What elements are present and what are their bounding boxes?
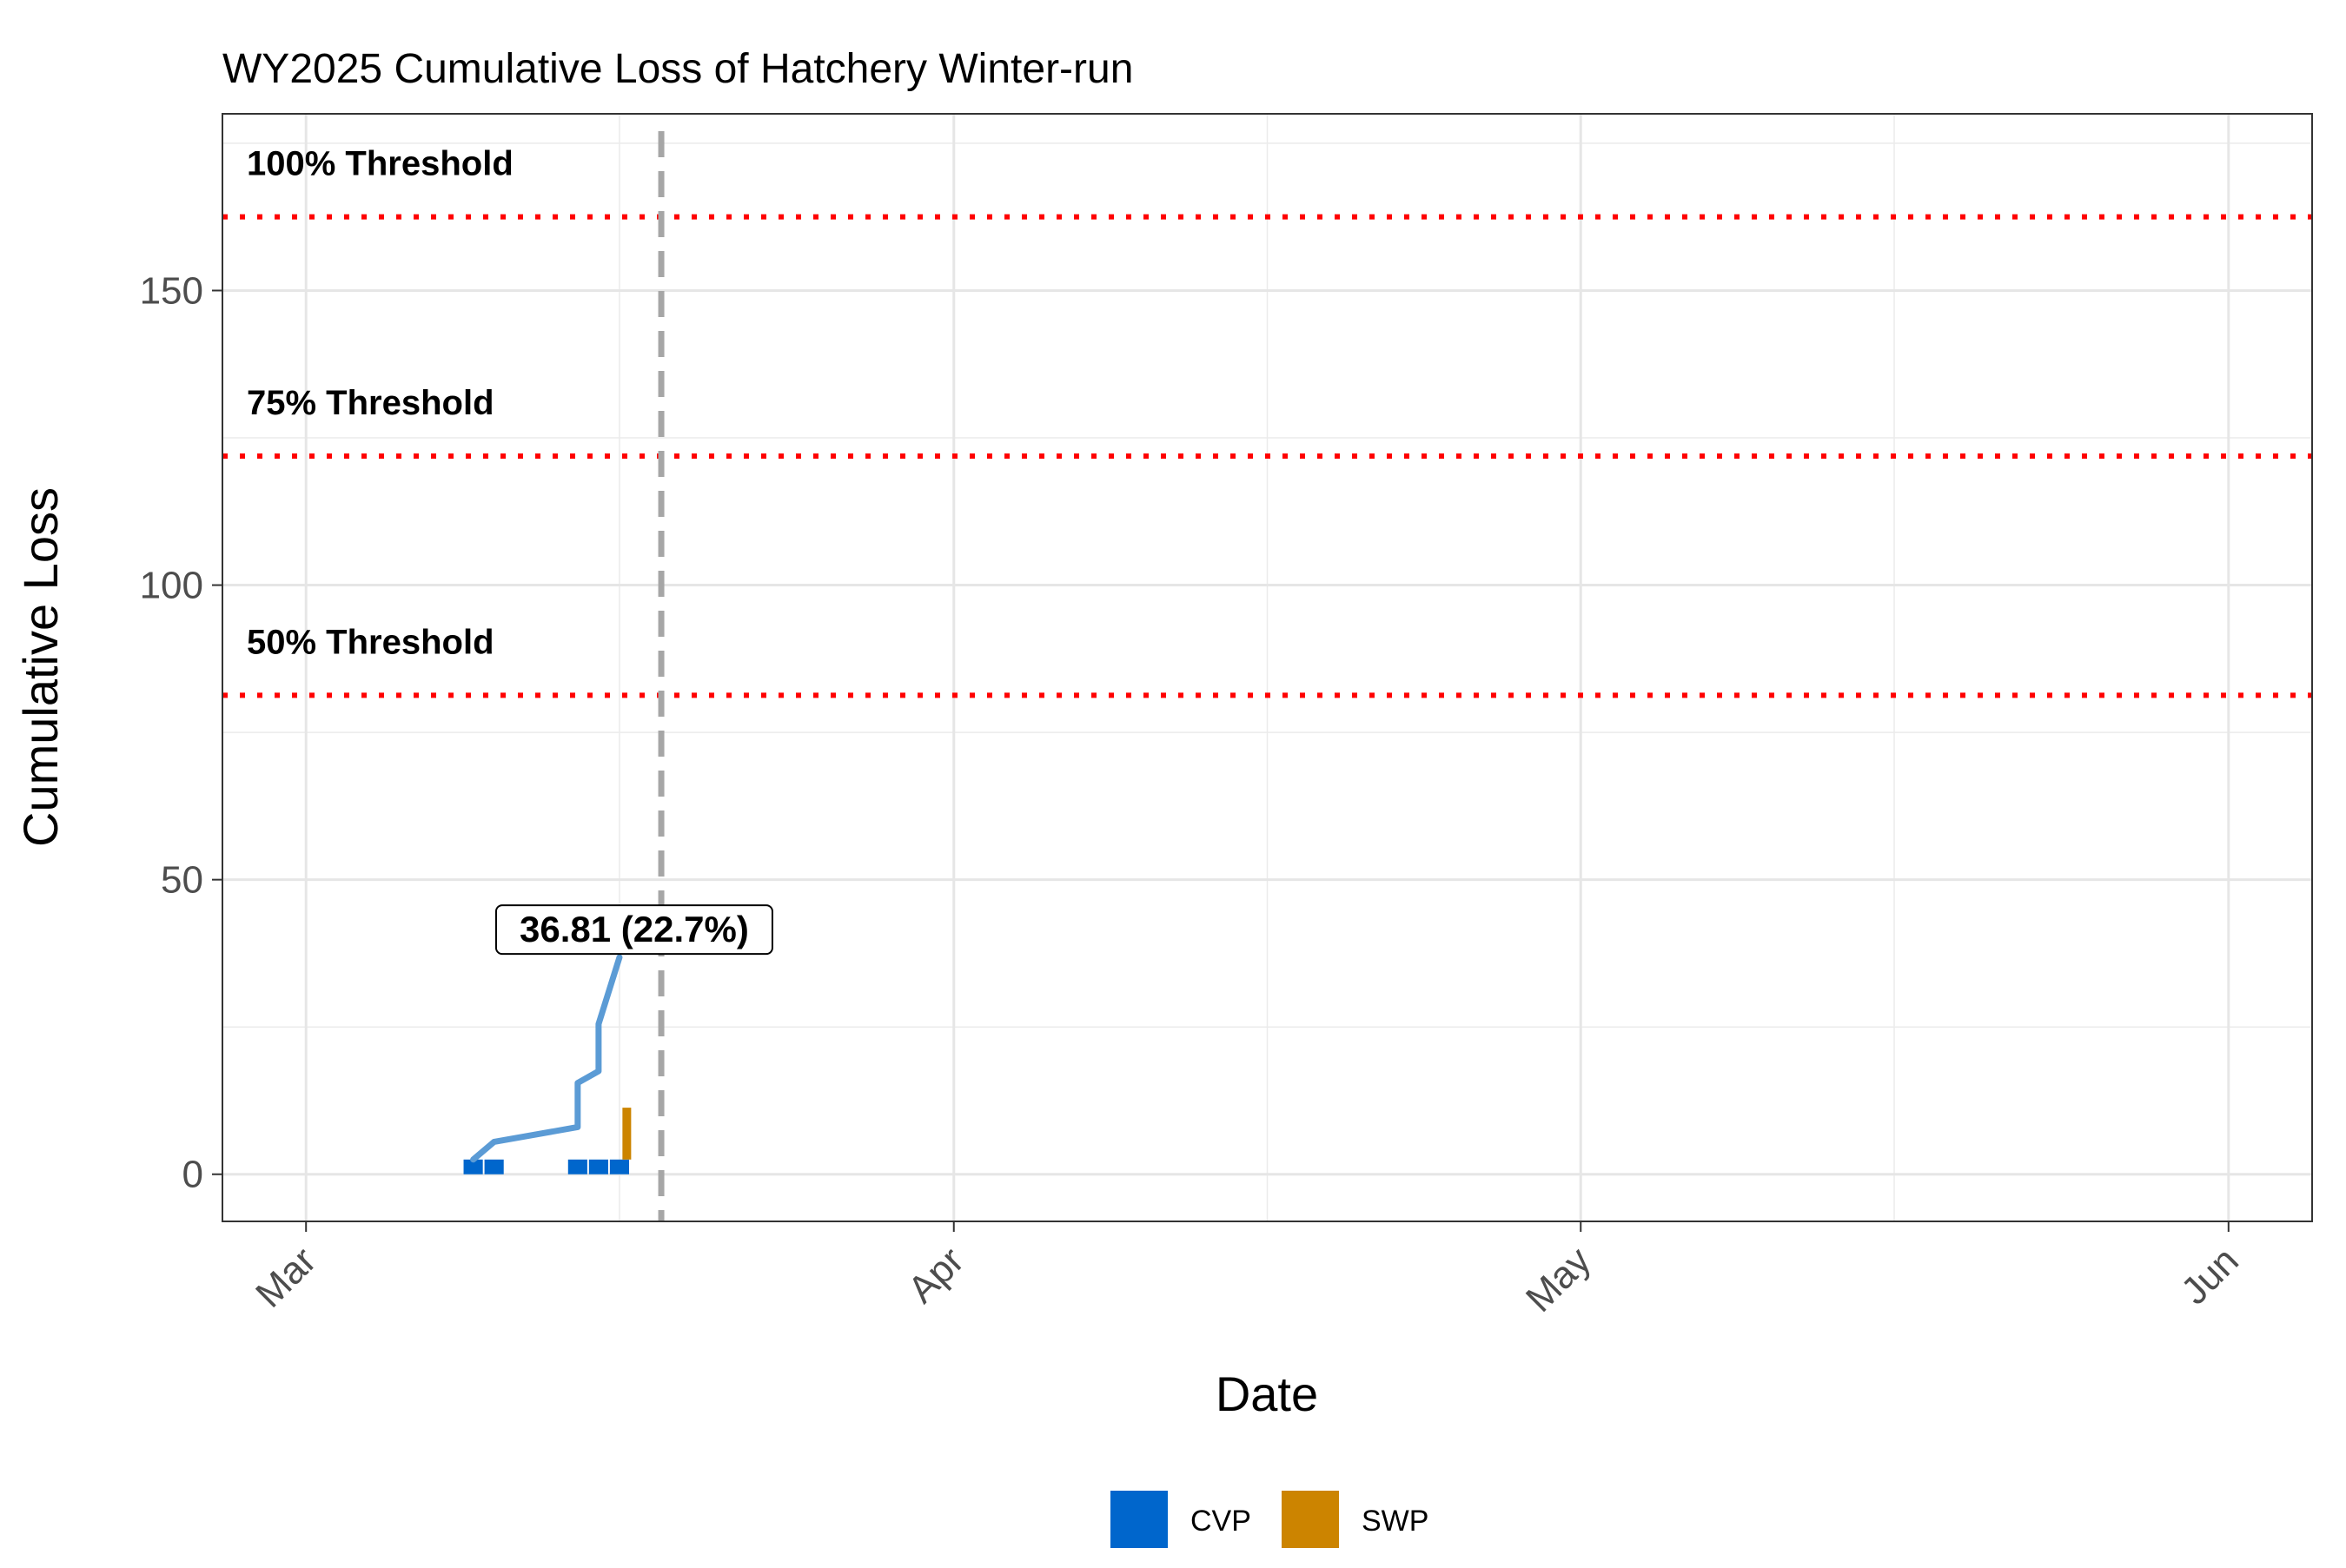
y-tick-label: 100 <box>140 565 203 607</box>
threshold-label: 50% Threshold <box>247 623 494 661</box>
bar-swp <box>622 1108 632 1160</box>
y-axis-title: Cumulative Loss <box>13 487 68 847</box>
x-tick-label: Jun <box>2173 1239 2247 1313</box>
end-value-label-box <box>494 904 773 956</box>
threshold-label: 100% Threshold <box>247 145 514 183</box>
bar-cvp <box>567 1159 587 1174</box>
chart-title: WY2025 Cumulative Loss of Hatchery Winte… <box>222 46 1133 92</box>
x-tick-label: Apr <box>900 1239 972 1311</box>
bar-cvp <box>484 1159 504 1174</box>
plot-panel-border <box>222 113 2313 1222</box>
y-tick-label: 0 <box>182 1154 203 1196</box>
cumulative-loss-series <box>470 954 623 1163</box>
legend-key-cvp <box>1110 1491 1168 1548</box>
legend-label-swp: SWP <box>1362 1505 1428 1538</box>
cumulative-loss-line <box>470 954 623 1163</box>
x-axis-title: Date <box>1216 1366 1318 1421</box>
y-tick-label: 150 <box>140 269 203 312</box>
threshold-label: 75% Threshold <box>247 384 494 422</box>
legend: CVP SWP <box>1110 1491 1428 1548</box>
bar-cvp <box>588 1159 608 1174</box>
y-tick-label: 50 <box>161 859 203 902</box>
legend-label-cvp: CVP <box>1190 1505 1251 1538</box>
bar-cvp <box>609 1159 630 1174</box>
threshold-lines: 100% Threshold 75% Threshold 50% Threshold <box>222 145 2312 698</box>
grid <box>222 114 2312 1221</box>
x-tick-label: May <box>1518 1239 1599 1320</box>
x-tick-label: Mar <box>248 1239 324 1315</box>
legend-key-swp <box>1282 1491 1339 1548</box>
end-value-label: 36.81 (22.7%) <box>520 909 749 949</box>
axes: 0 50 100 150 Mar Apr May Jun <box>140 269 2247 1320</box>
end-value-label-group: 36.81 (22.7%) <box>494 904 773 956</box>
bar-cvp <box>463 1159 483 1174</box>
daily-loss-bars <box>463 1108 632 1174</box>
